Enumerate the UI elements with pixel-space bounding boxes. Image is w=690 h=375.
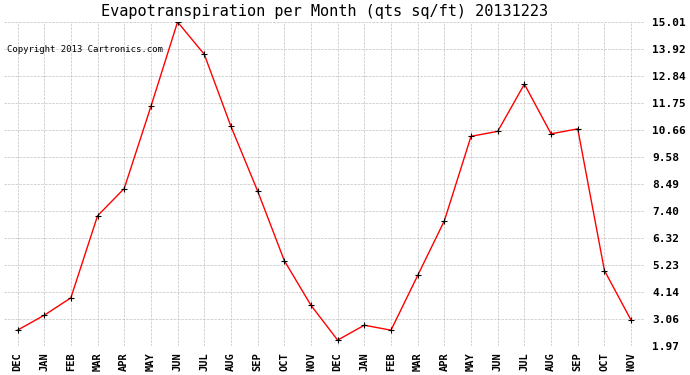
Title: Evapotranspiration per Month (qts sq/ft) 20131223: Evapotranspiration per Month (qts sq/ft)… [101,4,548,19]
Text: ET (qts/sq ft): ET (qts/sq ft) [519,27,594,36]
Text: Copyright 2013 Cartronics.com: Copyright 2013 Cartronics.com [7,45,163,54]
